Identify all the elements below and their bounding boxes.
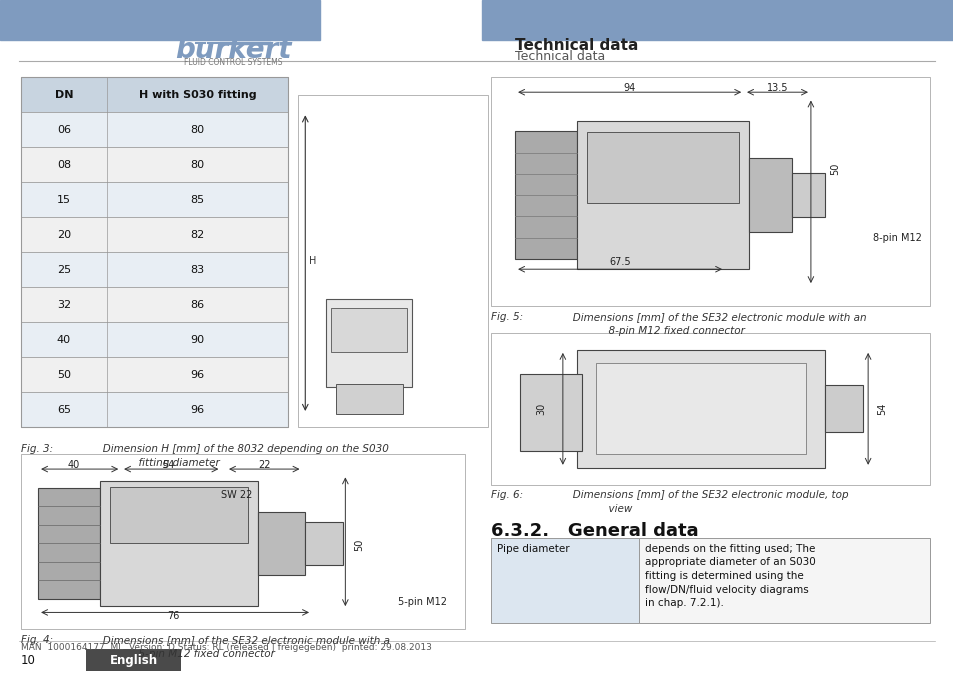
Text: Fig. 6:: Fig. 6: — [491, 490, 523, 500]
Bar — [519, 374, 581, 451]
Text: Fig. 4:: Fig. 4: — [21, 635, 53, 645]
Text: Fig. 3:: Fig. 3: — [21, 444, 53, 454]
Text: Dimensions [mm] of the SE32 electronic module with a
              5-pin M12 fix: Dimensions [mm] of the SE32 electronic m… — [92, 635, 389, 659]
Bar — [21, 322, 288, 357]
Text: 25: 25 — [57, 265, 71, 275]
Text: 76: 76 — [168, 611, 179, 621]
Bar — [481, 0, 953, 40]
Bar — [491, 538, 639, 623]
Bar — [86, 649, 181, 671]
Text: 83: 83 — [191, 265, 204, 275]
Text: 5-pin M12: 5-pin M12 — [397, 598, 446, 607]
Bar — [21, 357, 288, 392]
Text: 50: 50 — [355, 539, 364, 551]
Bar — [21, 77, 288, 427]
Bar — [38, 488, 100, 599]
Text: Dimensions [mm] of the SE32 electronic module, top
              view: Dimensions [mm] of the SE32 electronic m… — [562, 490, 847, 514]
Text: Pipe diameter: Pipe diameter — [497, 544, 569, 554]
Text: 6.3.2.   General data: 6.3.2. General data — [491, 522, 699, 540]
Text: Technical data: Technical data — [515, 38, 638, 53]
Text: 30: 30 — [536, 402, 545, 415]
Bar — [577, 121, 748, 269]
Text: DN: DN — [54, 90, 73, 100]
Text: 22: 22 — [257, 460, 271, 470]
Text: 40: 40 — [68, 460, 79, 470]
Bar — [21, 454, 464, 629]
Text: 90: 90 — [191, 335, 204, 345]
Text: 50: 50 — [829, 163, 839, 175]
Text: 96: 96 — [191, 370, 204, 380]
Text: depends on the fitting used; The
appropriate diameter of an S030
fitting is dete: depends on the fitting used; The appropr… — [644, 544, 815, 608]
Bar — [596, 363, 805, 454]
Bar — [331, 308, 407, 352]
Bar — [515, 131, 577, 259]
Bar — [586, 131, 739, 203]
Text: MAN  1000164177  ML  Version: D Status: RL (released | freigegeben)  printed: 29: MAN 1000164177 ML Version: D Status: RL … — [21, 643, 432, 652]
Text: Fig. 5:: Fig. 5: — [491, 312, 523, 322]
Bar — [21, 287, 288, 322]
Bar — [21, 77, 288, 112]
Text: 96: 96 — [191, 405, 204, 415]
Bar — [100, 481, 257, 606]
Text: Technical data: Technical data — [515, 50, 605, 63]
Text: 54: 54 — [877, 402, 886, 415]
Bar — [0, 0, 319, 40]
Text: 80: 80 — [191, 160, 204, 170]
Bar — [21, 392, 288, 427]
Text: English: English — [110, 653, 157, 667]
Text: Dimensions [mm] of the SE32 electronic module with an
              8-pin M12 fi: Dimensions [mm] of the SE32 electronic m… — [562, 312, 865, 336]
Text: FLUID CONTROL SYSTEMS: FLUID CONTROL SYSTEMS — [184, 58, 283, 67]
Bar — [21, 112, 288, 147]
Bar — [21, 147, 288, 182]
Text: 85: 85 — [191, 195, 204, 205]
Text: 06: 06 — [57, 125, 71, 135]
Bar — [748, 158, 791, 232]
Text: 20: 20 — [57, 230, 71, 240]
Text: 50: 50 — [57, 370, 71, 380]
Bar — [110, 487, 248, 544]
Text: Dimension H [mm] of the 8032 depending on the S030
              fitting diamete: Dimension H [mm] of the 8032 depending o… — [92, 444, 388, 468]
Bar — [21, 252, 288, 287]
Bar — [257, 512, 305, 575]
Bar — [491, 333, 929, 485]
Text: 08: 08 — [57, 160, 71, 170]
Bar — [791, 173, 824, 217]
Bar — [297, 95, 488, 427]
Bar — [639, 538, 929, 623]
Text: 65: 65 — [57, 405, 71, 415]
Text: 94: 94 — [623, 83, 635, 93]
Text: 15: 15 — [57, 195, 71, 205]
Text: 13.5: 13.5 — [766, 83, 787, 93]
Bar — [21, 217, 288, 252]
Bar — [305, 522, 343, 565]
Text: 82: 82 — [191, 230, 204, 240]
Text: 10: 10 — [21, 654, 36, 668]
Bar — [335, 384, 402, 414]
Bar — [21, 182, 288, 217]
Bar — [326, 299, 412, 387]
Text: 86: 86 — [191, 300, 204, 310]
Text: H: H — [309, 256, 316, 266]
Text: 54: 54 — [163, 460, 174, 470]
Text: bürkert: bürkert — [175, 36, 292, 65]
Text: 67.5: 67.5 — [609, 258, 630, 267]
Text: 8-pin M12: 8-pin M12 — [872, 233, 921, 242]
Bar — [577, 350, 824, 468]
Text: 80: 80 — [191, 125, 204, 135]
Bar — [491, 77, 929, 306]
Text: 32: 32 — [57, 300, 71, 310]
Text: SW 22: SW 22 — [221, 490, 253, 499]
Text: 40: 40 — [57, 335, 71, 345]
Bar — [824, 385, 862, 432]
Text: H with S030 fitting: H with S030 fitting — [138, 90, 256, 100]
